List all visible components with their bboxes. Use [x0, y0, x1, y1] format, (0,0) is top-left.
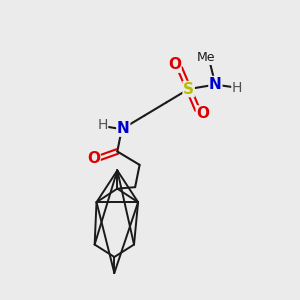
Text: H: H	[232, 81, 242, 95]
Text: N: N	[117, 121, 130, 136]
Text: O: O	[87, 151, 100, 166]
Text: S: S	[183, 82, 194, 97]
Text: O: O	[168, 57, 181, 72]
Text: H: H	[97, 118, 108, 132]
Text: N: N	[209, 76, 222, 92]
Text: Me: Me	[197, 51, 216, 64]
Text: O: O	[196, 106, 209, 121]
